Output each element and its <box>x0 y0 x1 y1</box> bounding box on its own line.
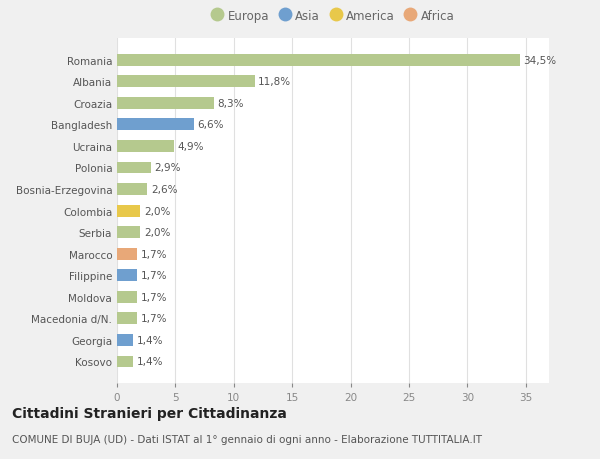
Bar <box>117 76 255 88</box>
Text: 1,7%: 1,7% <box>140 292 167 302</box>
Text: 1,7%: 1,7% <box>140 313 167 324</box>
Bar <box>117 184 148 196</box>
Bar <box>117 313 137 325</box>
Text: 34,5%: 34,5% <box>523 56 556 66</box>
Text: 1,7%: 1,7% <box>140 249 167 259</box>
Text: 4,9%: 4,9% <box>178 142 204 151</box>
Text: 1,4%: 1,4% <box>137 335 163 345</box>
Text: 6,6%: 6,6% <box>197 120 224 130</box>
Text: 11,8%: 11,8% <box>258 77 292 87</box>
Text: 2,0%: 2,0% <box>144 206 170 216</box>
Bar <box>117 227 140 239</box>
Bar <box>117 55 520 67</box>
Text: Cittadini Stranieri per Cittadinanza: Cittadini Stranieri per Cittadinanza <box>12 406 287 420</box>
Bar <box>117 334 133 346</box>
Bar <box>117 119 194 131</box>
Bar <box>117 98 214 110</box>
Text: 8,3%: 8,3% <box>217 99 244 109</box>
Text: 1,7%: 1,7% <box>140 271 167 280</box>
Bar <box>117 270 137 281</box>
Bar <box>117 205 140 217</box>
Text: 2,0%: 2,0% <box>144 228 170 238</box>
Text: 1,4%: 1,4% <box>137 357 163 367</box>
Legend: Europa, Asia, America, Africa: Europa, Asia, America, Africa <box>206 6 460 28</box>
Text: 2,9%: 2,9% <box>154 163 181 173</box>
Bar <box>117 162 151 174</box>
Text: 2,6%: 2,6% <box>151 185 178 195</box>
Bar <box>117 291 137 303</box>
Bar <box>117 248 137 260</box>
Bar <box>117 356 133 368</box>
Text: COMUNE DI BUJA (UD) - Dati ISTAT al 1° gennaio di ogni anno - Elaborazione TUTTI: COMUNE DI BUJA (UD) - Dati ISTAT al 1° g… <box>12 434 482 444</box>
Bar <box>117 141 174 152</box>
